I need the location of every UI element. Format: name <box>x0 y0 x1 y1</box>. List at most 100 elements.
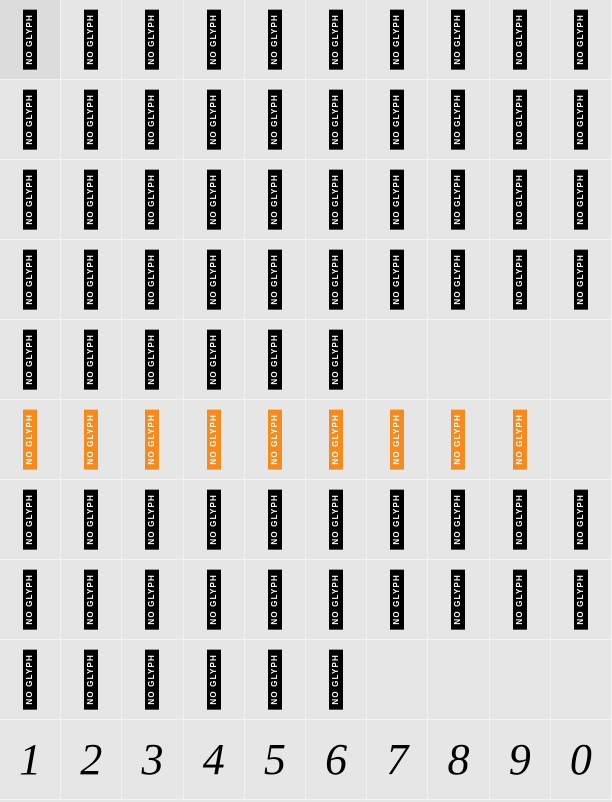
glyph-cell[interactable]: 8 <box>428 720 489 800</box>
glyph-cell[interactable]: NO GLYPH <box>122 0 183 80</box>
glyph-cell[interactable]: NO GLYPH <box>61 240 122 320</box>
glyph-cell[interactable]: NO GLYPH <box>61 400 122 480</box>
glyph-cell[interactable]: NO GLYPH <box>367 480 428 560</box>
glyph-cell[interactable]: NO GLYPH <box>428 0 489 80</box>
glyph-cell[interactable]: NO GLYPH <box>245 400 306 480</box>
glyph-cell[interactable]: 4 <box>184 720 245 800</box>
glyph-cell[interactable]: NO GLYPH <box>122 640 183 720</box>
glyph-cell[interactable]: NO GLYPH <box>245 240 306 320</box>
glyph-cell[interactable]: 9 <box>490 720 551 800</box>
glyph-cell[interactable]: NO GLYPH <box>306 640 367 720</box>
glyph-cell[interactable] <box>428 640 489 720</box>
glyph-cell[interactable]: NO GLYPH <box>61 160 122 240</box>
glyph-cell[interactable]: NO GLYPH <box>551 240 612 320</box>
glyph-cell[interactable] <box>551 400 612 480</box>
glyph-cell[interactable]: NO GLYPH <box>306 80 367 160</box>
glyph-cell[interactable]: NO GLYPH <box>184 160 245 240</box>
glyph-cell[interactable]: NO GLYPH <box>367 240 428 320</box>
glyph-cell[interactable]: NO GLYPH <box>245 320 306 400</box>
glyph-cell[interactable]: NO GLYPH <box>0 640 61 720</box>
glyph-cell[interactable]: NO GLYPH <box>306 400 367 480</box>
glyph-cell[interactable]: 2 <box>61 720 122 800</box>
glyph-cell[interactable]: NO GLYPH <box>0 240 61 320</box>
glyph-cell[interactable]: NO GLYPH <box>0 560 61 640</box>
glyph-cell[interactable]: NO GLYPH <box>551 480 612 560</box>
glyph-cell[interactable] <box>490 320 551 400</box>
glyph-cell[interactable]: NO GLYPH <box>0 480 61 560</box>
glyph-cell[interactable]: NO GLYPH <box>367 400 428 480</box>
glyph-cell[interactable]: NO GLYPH <box>61 320 122 400</box>
glyph-cell[interactable]: NO GLYPH <box>0 80 61 160</box>
glyph-cell[interactable]: NO GLYPH <box>245 560 306 640</box>
glyph-cell[interactable]: 0 <box>551 720 612 800</box>
glyph-cell[interactable]: NO GLYPH <box>184 80 245 160</box>
glyph-cell[interactable]: NO GLYPH <box>428 560 489 640</box>
glyph-cell[interactable]: NO GLYPH <box>122 480 183 560</box>
glyph-cell[interactable] <box>490 640 551 720</box>
glyph-cell[interactable]: NO GLYPH <box>306 240 367 320</box>
glyph-cell[interactable]: 5 <box>245 720 306 800</box>
glyph-cell[interactable]: NO GLYPH <box>184 320 245 400</box>
glyph-cell[interactable]: NO GLYPH <box>0 400 61 480</box>
glyph-cell[interactable]: NO GLYPH <box>551 560 612 640</box>
glyph-cell[interactable]: NO GLYPH <box>551 160 612 240</box>
glyph-cell[interactable]: NO GLYPH <box>184 560 245 640</box>
glyph-cell[interactable]: NO GLYPH <box>551 0 612 80</box>
glyph-cell[interactable]: NO GLYPH <box>306 320 367 400</box>
glyph-cell[interactable]: NO GLYPH <box>61 80 122 160</box>
glyph-cell[interactable]: NO GLYPH <box>306 560 367 640</box>
glyph-cell[interactable]: NO GLYPH <box>122 160 183 240</box>
glyph-cell[interactable]: NO GLYPH <box>428 480 489 560</box>
glyph-cell[interactable]: NO GLYPH <box>306 480 367 560</box>
glyph-cell[interactable]: NO GLYPH <box>0 320 61 400</box>
glyph-cell[interactable]: NO GLYPH <box>122 560 183 640</box>
glyph-cell[interactable]: NO GLYPH <box>306 0 367 80</box>
glyph-cell[interactable]: 3 <box>122 720 183 800</box>
glyph-cell[interactable]: NO GLYPH <box>490 480 551 560</box>
glyph-cell[interactable]: NO GLYPH <box>428 240 489 320</box>
glyph-cell[interactable]: 7 <box>367 720 428 800</box>
glyph-cell[interactable]: NO GLYPH <box>367 0 428 80</box>
glyph-cell[interactable]: NO GLYPH <box>490 160 551 240</box>
glyph-cell[interactable] <box>551 320 612 400</box>
glyph-cell[interactable]: NO GLYPH <box>367 560 428 640</box>
glyph-cell[interactable]: NO GLYPH <box>490 80 551 160</box>
glyph-cell[interactable]: NO GLYPH <box>367 160 428 240</box>
glyph-cell[interactable]: NO GLYPH <box>184 240 245 320</box>
glyph-cell[interactable]: NO GLYPH <box>428 400 489 480</box>
glyph-cell[interactable]: 1 <box>0 720 61 800</box>
glyph-cell[interactable]: NO GLYPH <box>122 240 183 320</box>
glyph-cell[interactable]: NO GLYPH <box>122 400 183 480</box>
glyph-cell[interactable] <box>428 320 489 400</box>
glyph-cell[interactable]: NO GLYPH <box>367 80 428 160</box>
glyph-cell[interactable]: NO GLYPH <box>184 400 245 480</box>
glyph-cell[interactable]: 6 <box>306 720 367 800</box>
glyph-cell[interactable]: NO GLYPH <box>490 400 551 480</box>
glyph-cell[interactable] <box>367 640 428 720</box>
glyph-cell[interactable]: NO GLYPH <box>184 480 245 560</box>
glyph-cell[interactable]: NO GLYPH <box>245 0 306 80</box>
glyph-cell[interactable]: NO GLYPH <box>490 240 551 320</box>
glyph-cell[interactable]: NO GLYPH <box>61 480 122 560</box>
glyph-cell[interactable]: NO GLYPH <box>184 640 245 720</box>
glyph-cell[interactable]: NO GLYPH <box>245 80 306 160</box>
glyph-cell[interactable]: NO GLYPH <box>0 0 61 80</box>
glyph-cell[interactable] <box>551 640 612 720</box>
glyph-cell[interactable]: NO GLYPH <box>245 160 306 240</box>
glyph-cell[interactable]: NO GLYPH <box>61 0 122 80</box>
glyph-cell[interactable]: NO GLYPH <box>245 640 306 720</box>
glyph-cell[interactable]: NO GLYPH <box>551 80 612 160</box>
glyph-cell[interactable]: NO GLYPH <box>122 320 183 400</box>
glyph-cell[interactable]: NO GLYPH <box>184 0 245 80</box>
glyph-cell[interactable]: NO GLYPH <box>0 160 61 240</box>
glyph-cell[interactable]: NO GLYPH <box>306 160 367 240</box>
glyph-cell[interactable]: NO GLYPH <box>428 80 489 160</box>
glyph-cell[interactable]: NO GLYPH <box>61 560 122 640</box>
glyph-cell[interactable]: NO GLYPH <box>245 480 306 560</box>
glyph-cell[interactable]: NO GLYPH <box>61 640 122 720</box>
glyph-cell[interactable]: NO GLYPH <box>490 560 551 640</box>
glyph-cell[interactable]: NO GLYPH <box>122 80 183 160</box>
glyph-cell[interactable]: NO GLYPH <box>490 0 551 80</box>
glyph-cell[interactable]: NO GLYPH <box>428 160 489 240</box>
glyph-cell[interactable] <box>367 320 428 400</box>
